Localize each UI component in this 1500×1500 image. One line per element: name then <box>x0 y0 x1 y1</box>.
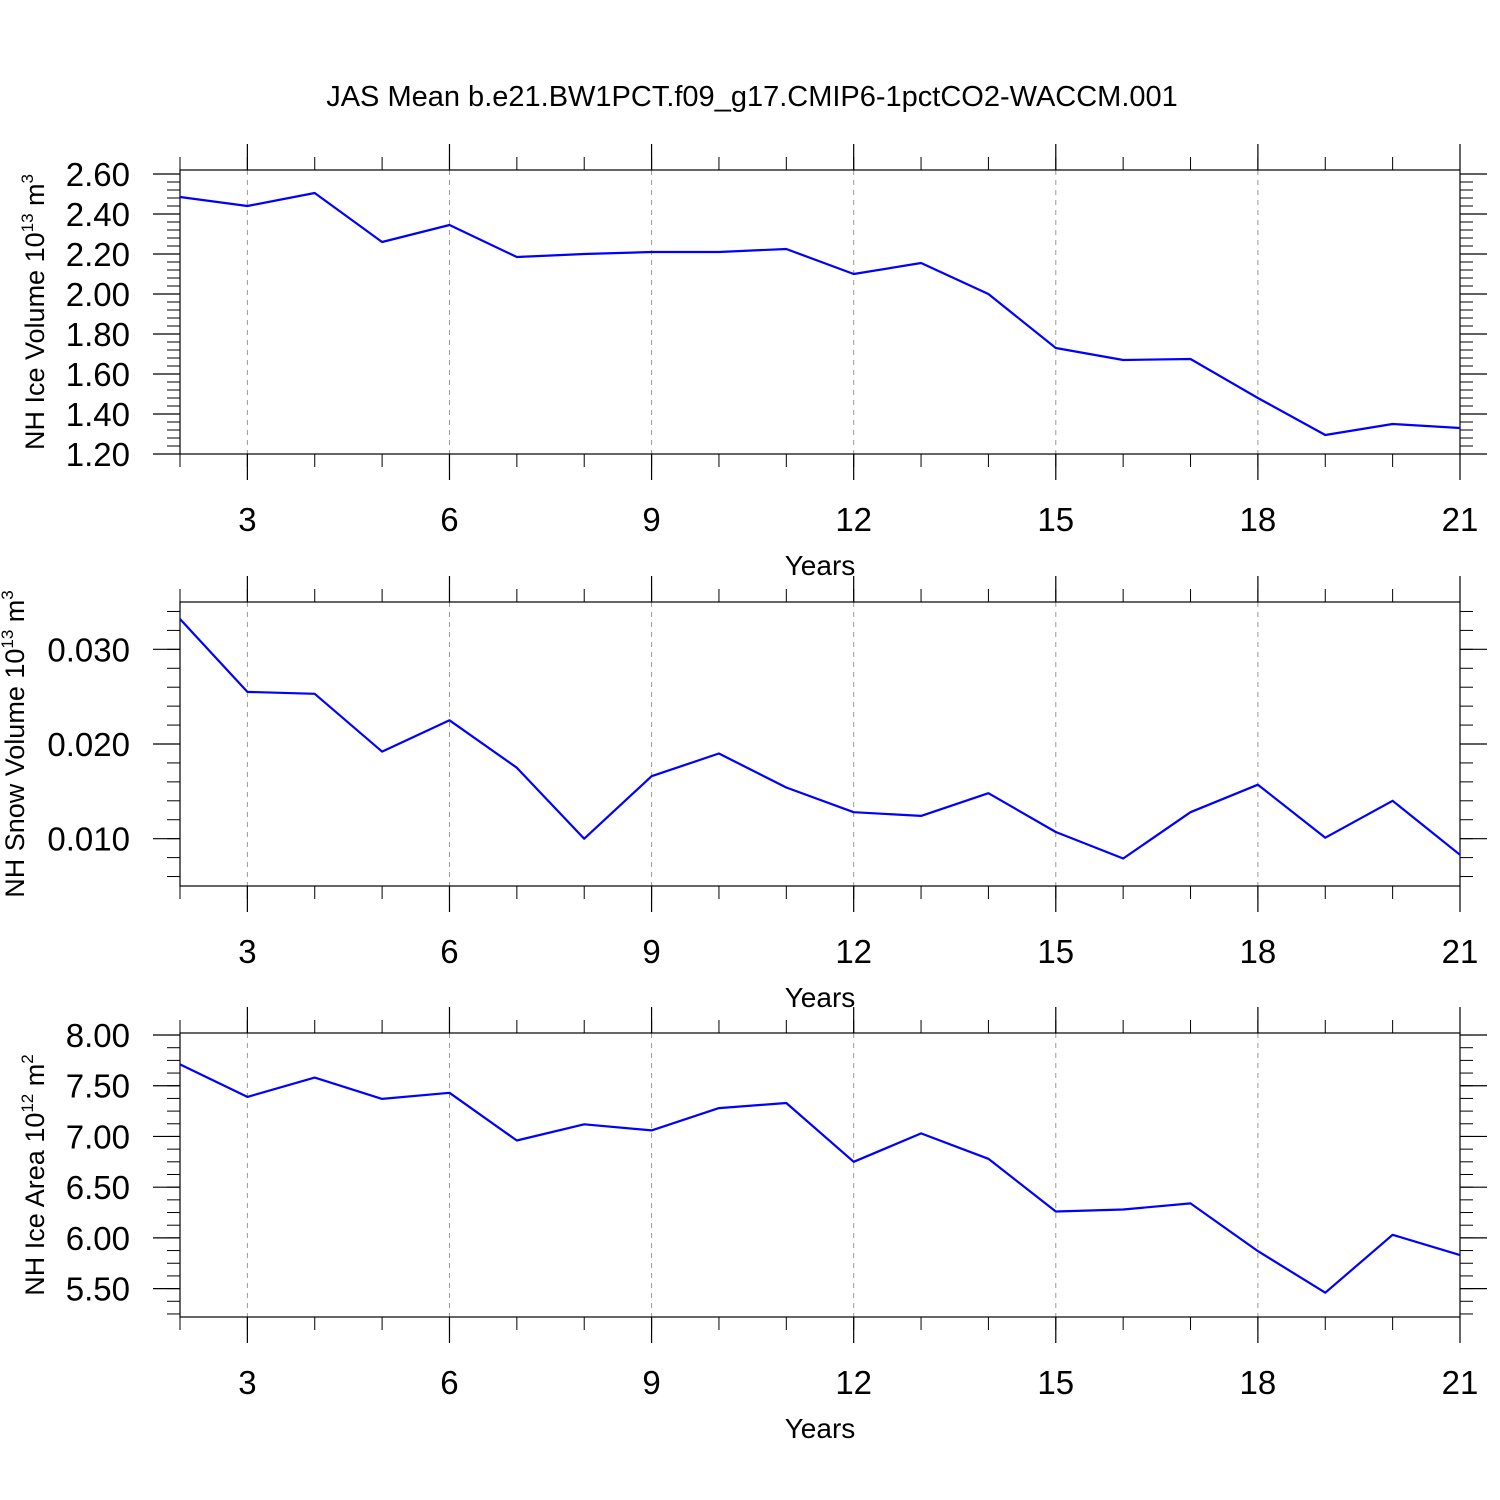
x-axis-label: Years <box>785 1413 856 1444</box>
y-tick-label: 2.20 <box>66 236 130 273</box>
series-line <box>179 618 1461 860</box>
y-axis-label-unit: m <box>20 183 50 213</box>
plot-frame <box>179 1032 1461 1318</box>
x-tick-label: 15 <box>1037 933 1074 970</box>
x-tick-label: 3 <box>238 1364 256 1401</box>
y-axis-label-text: NH Ice Area 10 <box>20 1113 50 1296</box>
y-axis-label-exponent: 13 <box>18 213 37 232</box>
y-tick-label: 6.00 <box>66 1220 130 1257</box>
x-tick-label: 21 <box>1442 1364 1479 1401</box>
x-tick-label: 12 <box>835 501 872 538</box>
x-tick-label: 9 <box>642 1364 660 1401</box>
y-tick-label: 1.40 <box>66 396 130 433</box>
y-tick-label: 2.00 <box>66 276 130 313</box>
x-axis-label: Years <box>785 982 856 1013</box>
y-axis-label-text: NH Snow Volume 10 <box>0 649 30 898</box>
x-tick-label: 18 <box>1240 1364 1277 1401</box>
y-axis-label: NH Ice Area 1012 m2 <box>18 1054 50 1295</box>
y-axis-label-unit-exponent: 2 <box>18 1054 37 1063</box>
x-tick-label: 21 <box>1442 501 1479 538</box>
y-tick-label: 0.010 <box>47 821 130 858</box>
y-axis-label-unit: m <box>0 600 30 630</box>
y-axis-label-unit: m <box>20 1064 50 1094</box>
x-tick-label: 18 <box>1240 501 1277 538</box>
x-tick-label: 18 <box>1240 933 1277 970</box>
y-axis-label: NH Snow Volume 1013 m3 <box>0 590 30 898</box>
panel-snow-volume: 3 6 9 12 15 18 21 0.010 0.020 0.030 Years NH Snow V… <box>0 576 1487 1013</box>
plot-frame <box>179 169 1461 455</box>
panel-ice-area: 3 6 9 12 15 18 21 5.50 6.00 6.50 7.00 7.50 8.00 Years… <box>18 1007 1487 1444</box>
y-tick-label: 1.20 <box>66 436 130 473</box>
x-tick-label: 6 <box>440 933 458 970</box>
y-tick-label: 8.00 <box>66 1017 130 1054</box>
y-tick-label: 7.00 <box>66 1118 130 1155</box>
x-tick-label: 9 <box>642 933 660 970</box>
chart-title: JAS Mean b.e21.BW1PCT.f09_g17.CMIP6-1pct… <box>326 81 1178 113</box>
series-line <box>179 191 1461 437</box>
y-axis-label: NH Ice Volume 1013 m3 <box>18 174 50 450</box>
y-tick-label: 2.40 <box>66 196 130 233</box>
x-tick-label: 15 <box>1037 501 1074 538</box>
y-tick-label: 6.50 <box>66 1169 130 1206</box>
y-axis-label-exponent: 12 <box>18 1094 37 1113</box>
x-tick-label: 21 <box>1442 933 1479 970</box>
y-tick-label: 1.80 <box>66 316 130 353</box>
x-tick-label: 3 <box>238 501 256 538</box>
x-tick-label: 6 <box>440 501 458 538</box>
x-tick-label: 12 <box>835 933 872 970</box>
x-tick-label: 9 <box>642 501 660 538</box>
x-axis-label: Years <box>785 550 856 581</box>
x-tick-label: 6 <box>440 1364 458 1401</box>
y-tick-label: 7.50 <box>66 1068 130 1105</box>
y-axis-label-text: NH Ice Volume 10 <box>20 232 50 450</box>
x-tick-label: 15 <box>1037 1364 1074 1401</box>
y-tick-label: 5.50 <box>66 1271 130 1308</box>
y-tick-label: 1.60 <box>66 356 130 393</box>
x-tick-label: 12 <box>835 1364 872 1401</box>
y-axis-label-unit-exponent: 3 <box>18 174 37 183</box>
y-axis-label-exponent: 13 <box>0 630 17 649</box>
y-tick-label: 2.60 <box>66 156 130 193</box>
y-tick-label: 0.030 <box>47 631 130 668</box>
y-axis-label-unit-exponent: 3 <box>0 590 17 599</box>
series-line <box>179 1063 1461 1294</box>
x-tick-label: 3 <box>238 933 256 970</box>
panel-ice-volume: 3 6 9 12 15 18 21 1.201.401.601.802.002.202.402… <box>18 144 1487 581</box>
y-tick-label: 0.020 <box>47 726 130 763</box>
